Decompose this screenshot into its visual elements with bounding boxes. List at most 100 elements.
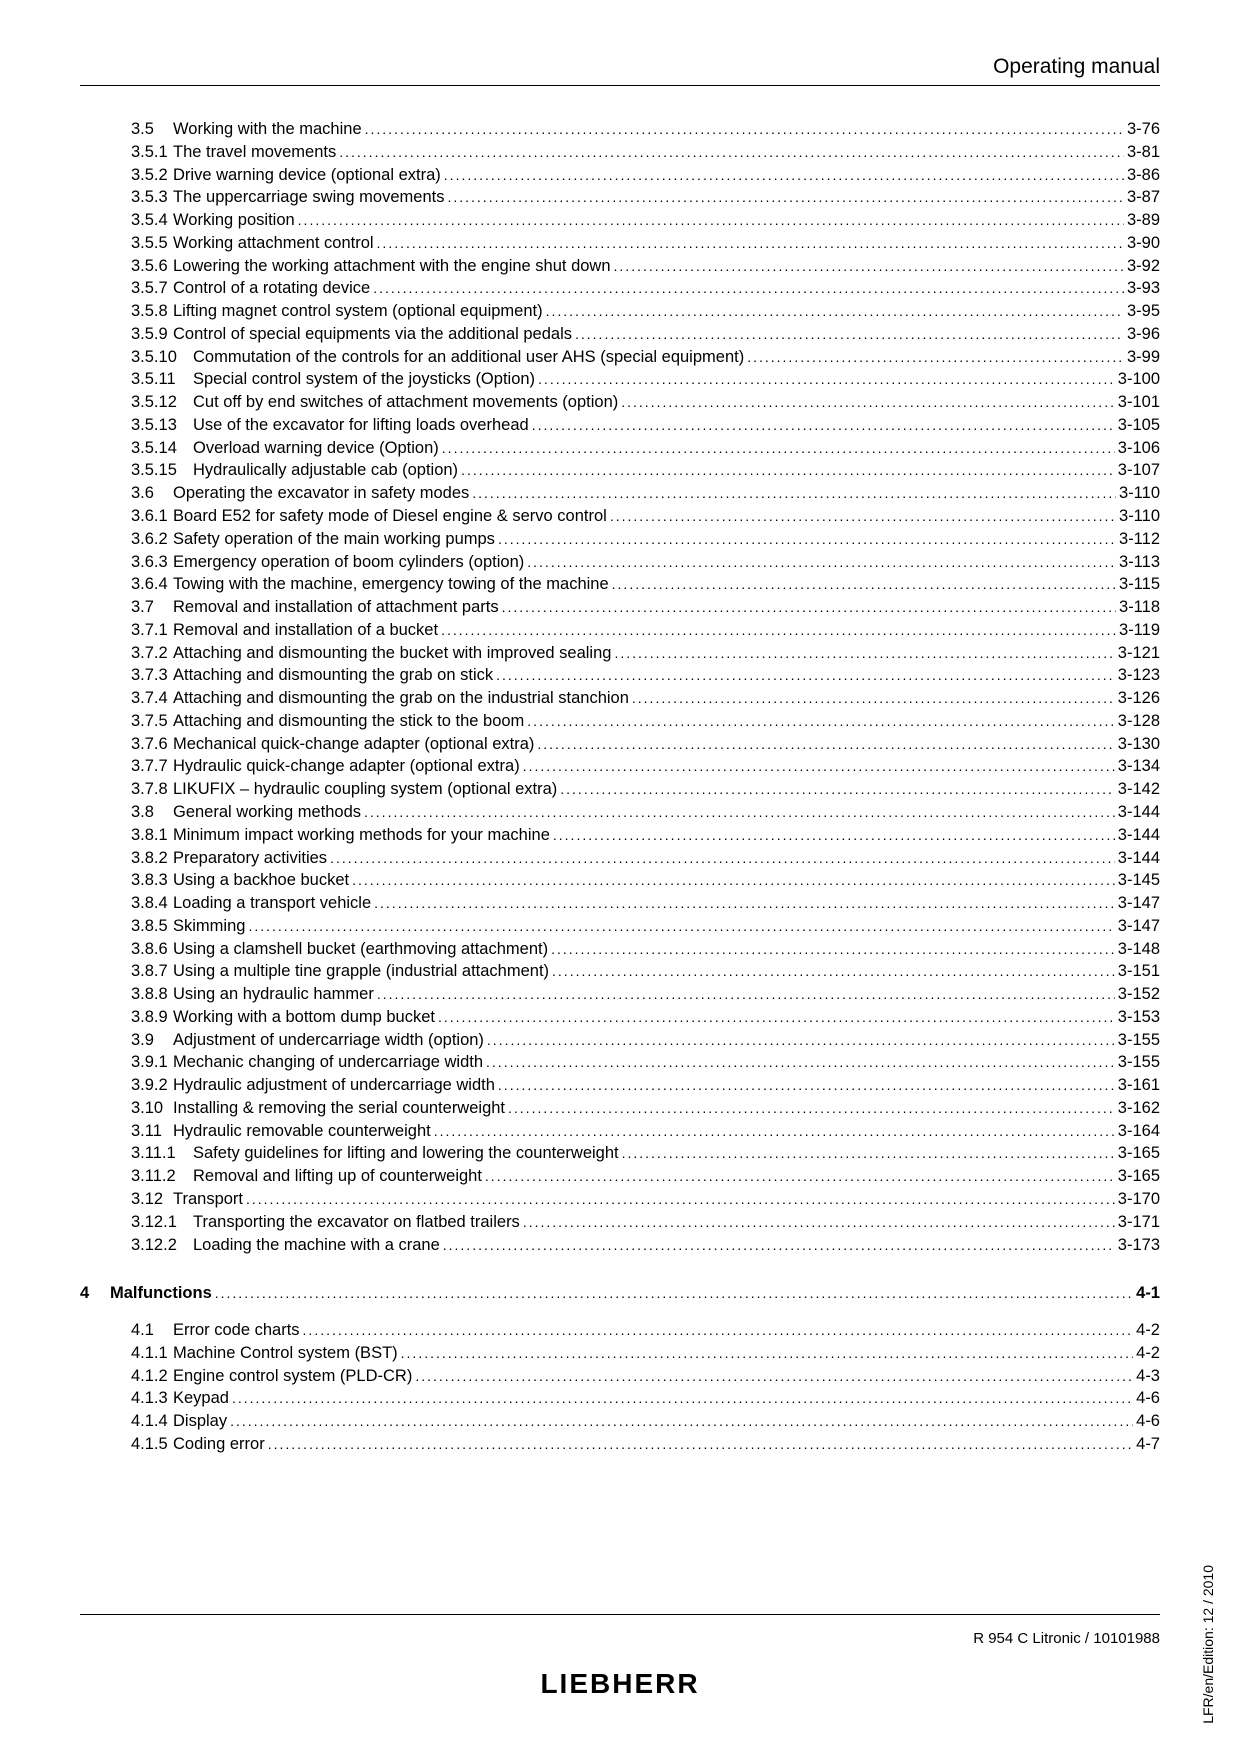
- toc-row: 3.7.6Mechanical quick-change adapter (op…: [80, 733, 1160, 756]
- toc-number: 3.6.1: [131, 505, 173, 528]
- toc-title: Hydraulically adjustable cab (option): [193, 459, 458, 482]
- footer-rule: [80, 1614, 1160, 1615]
- toc-title: The uppercarriage swing movements: [173, 186, 444, 209]
- toc-row: 3.5.1The travel movements 3-81: [80, 141, 1160, 164]
- toc-title: Using an hydraulic hammer: [173, 983, 374, 1006]
- toc-title: Engine control system (PLD-CR): [173, 1365, 412, 1388]
- toc-row: 3.5.7Control of a rotating device 3-93: [80, 277, 1160, 300]
- toc-number: 3.5.1: [131, 141, 173, 164]
- toc-row: 3.11Hydraulic removable counterweight 3-…: [80, 1120, 1160, 1143]
- toc-page-number: 3-87: [1127, 186, 1160, 209]
- toc-row: 4.1.1Machine Control system (BST) 4-2: [80, 1342, 1160, 1365]
- toc-row: 3.6Operating the excavator in safety mod…: [80, 482, 1160, 505]
- toc-row: 3.12.2Loading the machine with a crane 3…: [80, 1234, 1160, 1257]
- toc-row: 3.8General working methods 3-144: [80, 801, 1160, 824]
- toc-page-number: 3-99: [1127, 346, 1160, 369]
- toc-title: Transporting the excavator on flatbed tr…: [193, 1211, 520, 1234]
- toc-page-number: 4-2: [1136, 1319, 1160, 1342]
- toc-leader-dots: [461, 459, 1115, 482]
- toc-number: 3.5.15: [131, 459, 193, 482]
- toc-title: Working with a bottom dump bucket: [173, 1006, 435, 1029]
- toc-row: 4.1.4Display 4-6: [80, 1410, 1160, 1433]
- toc-row: 3.7Removal and installation of attachmen…: [80, 596, 1160, 619]
- toc-leader-dots: [365, 118, 1124, 141]
- toc-page-number: 3-110: [1119, 482, 1160, 505]
- toc-number: 4.1.2: [131, 1365, 173, 1388]
- toc-number: 3.7.6: [131, 733, 173, 756]
- toc-page-number: 3-89: [1127, 209, 1160, 232]
- toc-leader-dots: [447, 186, 1124, 209]
- toc-page-number: 3-145: [1118, 869, 1160, 892]
- toc-leader-dots: [434, 1120, 1115, 1143]
- toc-title: Attaching and dismounting the bucket wit…: [173, 642, 611, 665]
- toc-number: 4.1.4: [131, 1410, 173, 1433]
- toc-leader-dots: [498, 528, 1116, 551]
- toc-page-number: 3-115: [1119, 573, 1160, 596]
- toc-page-number: 3-95: [1127, 300, 1160, 323]
- toc-page-number: 3-134: [1118, 755, 1160, 778]
- toc-row: 3.7.8LIKUFIX – hydraulic coupling system…: [80, 778, 1160, 801]
- toc-row: 3.6.1Board E52 for safety mode of Diesel…: [80, 505, 1160, 528]
- toc-leader-dots: [377, 232, 1124, 255]
- toc-title: Lowering the working attachment with the…: [173, 255, 611, 278]
- toc-page-number: 3-155: [1118, 1029, 1160, 1052]
- toc-leader-dots: [527, 710, 1115, 733]
- toc-page-number: 3-119: [1119, 619, 1160, 642]
- toc-leader-dots: [374, 892, 1115, 915]
- toc-number: 3.9.2: [131, 1074, 173, 1097]
- toc-page-number: 3-142: [1118, 778, 1160, 801]
- toc-page-number: 3-147: [1118, 915, 1160, 938]
- toc-page-number: 3-110: [1119, 505, 1160, 528]
- toc-title: Emergency operation of boom cylinders (o…: [173, 551, 524, 574]
- toc-page-number: 3-171: [1118, 1211, 1160, 1234]
- toc-page-number: 3-92: [1127, 255, 1160, 278]
- toc-row: 3.5.15Hydraulically adjustable cab (opti…: [80, 459, 1160, 482]
- toc-number: 3.7.4: [131, 687, 173, 710]
- toc-number: 3.8.6: [131, 938, 173, 961]
- toc-number: 3.8: [131, 801, 173, 824]
- toc-row: 3.5.3The uppercarriage swing movements 3…: [80, 186, 1160, 209]
- toc-leader-dots: [330, 847, 1115, 870]
- toc-title: Adjustment of undercarriage width (optio…: [173, 1029, 484, 1052]
- toc-number: 3.5.14: [131, 437, 193, 460]
- toc-leader-dots: [377, 983, 1115, 1006]
- toc-leader-dots: [230, 1410, 1133, 1433]
- toc-number: 4.1: [131, 1319, 173, 1342]
- toc-title: General working methods: [173, 801, 361, 824]
- toc-leader-dots: [401, 1342, 1133, 1365]
- toc-number: 3.8.5: [131, 915, 173, 938]
- toc-number: 3.6.3: [131, 551, 173, 574]
- toc-title: Display: [173, 1410, 227, 1433]
- toc-leader-dots: [364, 801, 1115, 824]
- toc-leader-dots: [614, 642, 1114, 665]
- toc-leader-dots: [496, 664, 1115, 687]
- toc-title: Using a clamshell bucket (earthmoving at…: [173, 938, 548, 961]
- toc-leader-dots: [612, 573, 1116, 596]
- toc-page-number: 3-164: [1118, 1120, 1160, 1143]
- toc-row: 3.12.1Transporting the excavator on flat…: [80, 1211, 1160, 1234]
- toc-row: 3.5.11Special control system of the joys…: [80, 368, 1160, 391]
- toc-leader-dots: [339, 141, 1124, 164]
- toc-row: 3.5.14Overload warning device (Option) 3…: [80, 437, 1160, 460]
- toc-title: Safety operation of the main working pum…: [173, 528, 495, 551]
- toc-number: 3.7.2: [131, 642, 173, 665]
- toc-leader-dots: [575, 323, 1124, 346]
- toc-row: 3.5.10Commutation of the controls for an…: [80, 346, 1160, 369]
- toc-page-number: 3-165: [1118, 1165, 1160, 1188]
- toc-leader-dots: [551, 938, 1115, 961]
- toc-title: Special control system of the joysticks …: [193, 368, 535, 391]
- toc-row: 3.5.8Lifting magnet control system (opti…: [80, 300, 1160, 323]
- toc-leader-dots: [443, 1234, 1115, 1257]
- toc-title: Error code charts: [173, 1319, 300, 1342]
- toc-row: 3.9.2Hydraulic adjustment of undercarria…: [80, 1074, 1160, 1097]
- toc-title: Keypad: [173, 1387, 229, 1410]
- toc-leader-dots: [502, 596, 1116, 619]
- toc-leader-dots: [614, 255, 1124, 278]
- toc-leader-dots: [215, 1282, 1133, 1305]
- toc-page-number: 3-144: [1118, 801, 1160, 824]
- toc-title: Control of a rotating device: [173, 277, 370, 300]
- toc-number: 3.7.7: [131, 755, 173, 778]
- toc-title: Attaching and dismounting the grab on st…: [173, 664, 493, 687]
- toc-number: 4.1.1: [131, 1342, 173, 1365]
- toc-title: Safety guidelines for lifting and loweri…: [193, 1142, 619, 1165]
